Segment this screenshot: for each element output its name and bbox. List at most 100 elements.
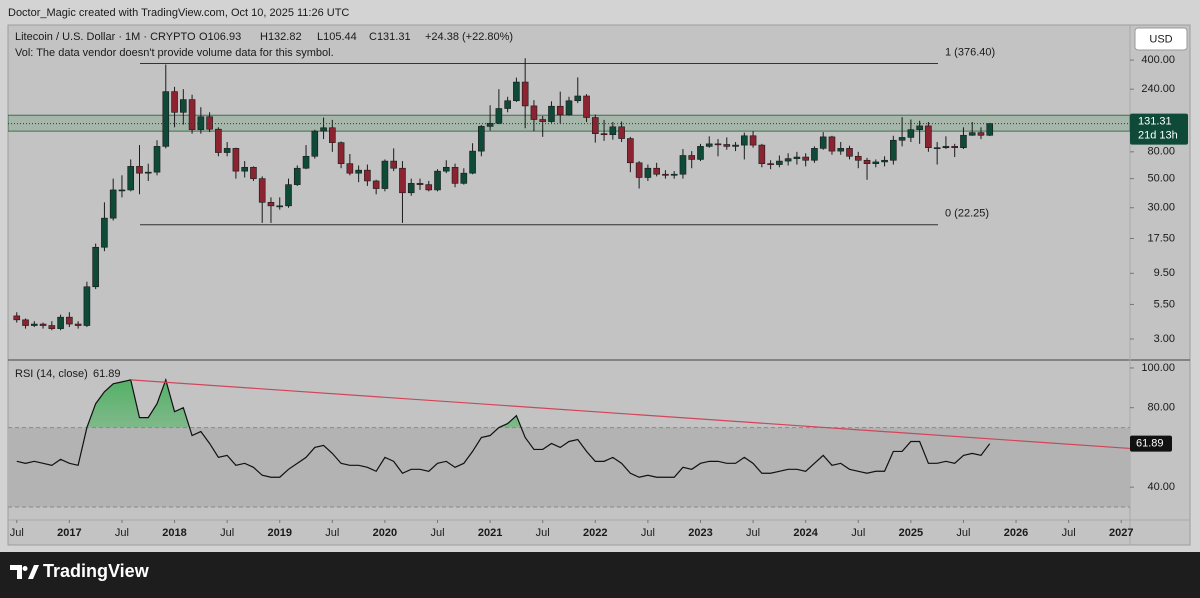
x-tick-label: Jul [746, 527, 760, 539]
x-tick-label: Jul [536, 527, 550, 539]
candle-body [486, 122, 494, 127]
x-tick-label: 2025 [899, 527, 923, 539]
ohlc-high: H132.82 [260, 31, 302, 43]
candle-body [285, 184, 292, 207]
candle-body [223, 148, 231, 153]
candle-body [57, 316, 64, 329]
candle-body [30, 323, 38, 326]
candle-body [337, 142, 345, 164]
x-tick-label: Jul [430, 527, 444, 539]
candle-body [653, 167, 660, 175]
candle-body [925, 125, 932, 149]
candle-body [241, 166, 248, 172]
candle-body [565, 100, 573, 116]
candle-body [495, 108, 503, 124]
rsi-plot [8, 377, 1130, 508]
usd-button[interactable]: USD [1134, 27, 1188, 51]
candle-body [688, 155, 696, 160]
x-tick-label: Jul [1062, 527, 1076, 539]
y-tick-label: 80.00 [1147, 402, 1175, 414]
brand-logo [10, 565, 39, 579]
candle-body [180, 99, 187, 113]
candle-body [92, 246, 99, 288]
candle-body [767, 163, 774, 165]
y-tick-label: 17.50 [1147, 232, 1175, 244]
candle-body [425, 184, 433, 191]
candle-body [591, 117, 599, 134]
rsi-value-box [1130, 435, 1172, 452]
usd-button-label[interactable]: USD [1149, 33, 1172, 45]
candle-body [355, 169, 362, 174]
candle-body [232, 148, 240, 172]
candle-body [802, 156, 809, 161]
fib-level-label: 0 (22.25) [945, 208, 989, 220]
rsi-legend: RSI (14, close) 61.89 [15, 368, 121, 380]
x-tick-label: 2020 [373, 527, 397, 539]
candle-body [407, 183, 415, 194]
candle-body [907, 129, 915, 138]
x-tick-label: 2018 [162, 527, 186, 539]
candle-body [460, 172, 468, 184]
usd-button-bg[interactable] [1134, 27, 1188, 51]
ohlc-open: O106.93 [199, 31, 241, 43]
y-tick-label: 40.00 [1147, 481, 1175, 493]
candle-body [434, 170, 441, 191]
candle-body [732, 144, 739, 147]
candle-body [697, 146, 704, 160]
candle-body [951, 146, 958, 149]
candle-body [215, 128, 222, 153]
candle-body [162, 91, 170, 147]
candle-body [171, 91, 178, 113]
symbol-title: Litecoin / U.S. Dollar · 1M · CRYPTO [15, 31, 196, 43]
candle-body [600, 133, 608, 136]
candle-body [574, 95, 582, 102]
candle-body [741, 135, 748, 146]
y-tick-label: 400.00 [1141, 54, 1175, 66]
last-price-label: 131.31 [1138, 115, 1172, 127]
candle-body [267, 202, 275, 207]
candle-body [48, 325, 56, 329]
candle-body [670, 173, 678, 176]
y-tick-label: 3.00 [1154, 333, 1175, 345]
candle-body [346, 163, 354, 174]
x-tick-label: 2022 [583, 527, 607, 539]
ohlc-low: L105.44 [317, 31, 357, 43]
candle-body [644, 167, 652, 178]
candle-body [872, 161, 880, 164]
candle-body [986, 123, 994, 136]
y-tick-label: 240.00 [1141, 83, 1175, 95]
candle-body [22, 319, 29, 326]
y-tick-label: 100.00 [1141, 362, 1175, 374]
candle-body [942, 146, 950, 149]
candle-body [627, 138, 634, 164]
overbought-fill [86, 379, 522, 428]
candle-body [714, 143, 722, 146]
countdown-label: 21d 13h [1138, 129, 1178, 141]
candle-body [302, 155, 310, 169]
candle-body [960, 134, 967, 149]
candle-body [13, 315, 21, 321]
x-tick-label: Jul [10, 527, 24, 539]
x-tick-label: Jul [851, 527, 865, 539]
candle-body [977, 132, 985, 136]
candle-body [854, 155, 862, 161]
candle-body [364, 169, 371, 182]
price-legend: Litecoin / U.S. Dollar · 1M · CRYPTO O10… [15, 31, 513, 59]
candle-body [819, 136, 827, 149]
ohlc-close: C131.31 [369, 31, 411, 43]
last-price-box [1130, 113, 1188, 145]
rsi-trendline [130, 379, 1130, 450]
candle-body [776, 160, 783, 165]
candle-body [276, 205, 284, 208]
candle-body [513, 81, 520, 102]
candle-body [837, 148, 845, 152]
candle-body [416, 183, 424, 185]
candle-body [916, 125, 923, 130]
y-tick-label: 5.50 [1154, 298, 1175, 310]
candle-body [705, 143, 713, 147]
y-tick-label: 30.00 [1147, 202, 1175, 214]
candle-body [381, 160, 389, 189]
x-tick-label: 2027 [1109, 527, 1133, 539]
